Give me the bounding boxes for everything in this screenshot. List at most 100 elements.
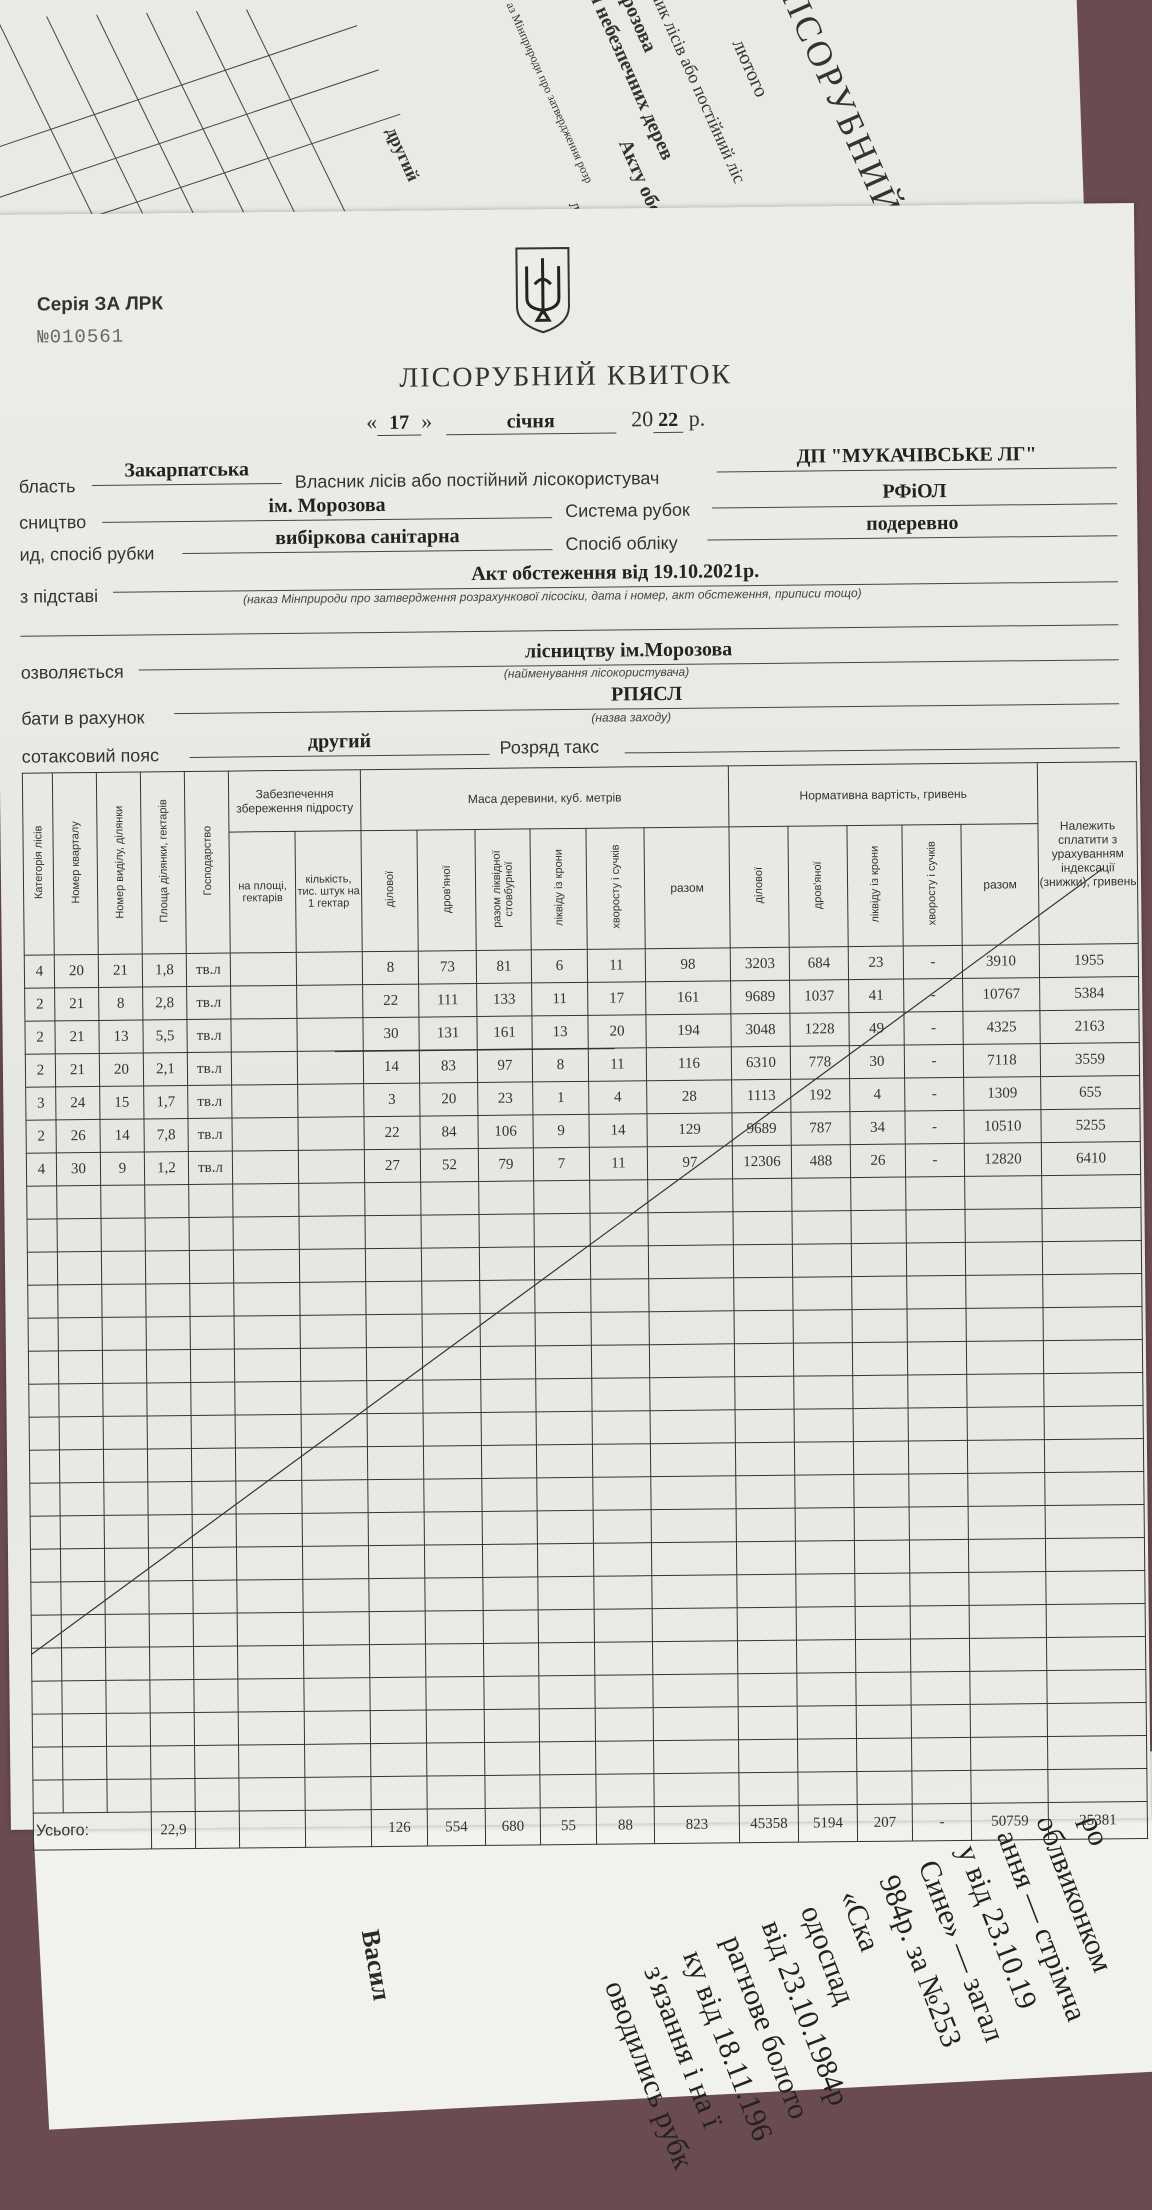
table-cell: 5384: [1039, 976, 1139, 1011]
header-undergrowth-count: кількість, тис. штук на 1 гектар: [294, 830, 363, 953]
table-cell: тв.л: [187, 1118, 233, 1152]
header-value: Нормативна вартість, гривень: [728, 762, 1039, 827]
table-cell: [230, 952, 297, 987]
table-cell: 6410: [1041, 1141, 1141, 1176]
header-undergrowth: Забезпечення збереження підросту: [228, 769, 361, 833]
table-cell: тв.л: [188, 1151, 233, 1185]
blank-line: [20, 598, 1119, 637]
table-cell: 3910: [962, 944, 1040, 979]
table-cell: 116: [646, 1046, 732, 1081]
account-value: РПЯСЛ: [173, 677, 1120, 715]
table-cell: [296, 951, 363, 986]
table-cell: 1113: [731, 1079, 791, 1113]
table-cell: 2,1: [143, 1052, 188, 1086]
table-cell: 12820: [964, 1142, 1042, 1177]
table-cell: [297, 1116, 365, 1151]
table-cell: 161: [476, 1015, 533, 1050]
table-cell: [298, 1149, 365, 1184]
table-cell: 9: [532, 1114, 590, 1148]
table-cell: 15: [99, 1085, 144, 1120]
table-cell: -: [903, 978, 963, 1013]
table-cell: 23: [848, 946, 904, 980]
table-cell: 111: [418, 983, 477, 1018]
header-value-fuel: дров'яної: [811, 860, 825, 909]
table-cell: -: [904, 1044, 964, 1079]
table-cell: 20: [587, 1014, 647, 1049]
tax-label: Розряд такс: [499, 736, 600, 758]
table-cell: 22: [362, 984, 419, 1018]
table-cell: 26: [55, 1119, 101, 1153]
header-mass-crown: ліквіду із крони: [552, 849, 565, 927]
table-cell: 194: [645, 1013, 732, 1048]
table-cell: 161: [645, 980, 731, 1015]
table-cell: 52: [420, 1148, 479, 1183]
table-cell: 28: [646, 1079, 732, 1114]
total-cell: 207: [857, 1803, 913, 1842]
total-cell: 823: [654, 1805, 740, 1844]
table-cell: 1955: [1039, 943, 1139, 978]
table-cell: 22: [363, 1116, 421, 1150]
total-cell: 5194: [798, 1804, 858, 1843]
table-cell: 488: [791, 1144, 851, 1179]
table-cell: 3: [363, 1083, 420, 1117]
total-cell: 45358: [739, 1805, 799, 1843]
table-cell: тв.л: [187, 1052, 232, 1086]
totals-label: Усього:: [33, 1811, 152, 1851]
header-plot: Номер виділу, ділянки: [112, 805, 126, 919]
zone-value: другий: [189, 727, 490, 758]
total-cell: 680: [485, 1807, 541, 1846]
table-cell: [296, 1017, 364, 1052]
table-cell: -: [904, 1110, 965, 1145]
table-cell: 14: [99, 1118, 145, 1153]
total-cell: 88: [596, 1806, 655, 1845]
felling-table: Категорія лісів Номер кварталу Номер вид…: [22, 761, 1148, 1851]
table-cell: 98: [645, 947, 731, 982]
table-cell: 1037: [789, 979, 849, 1014]
table-cell: -: [903, 1011, 964, 1046]
table-cell: [297, 1050, 364, 1085]
date-day: 17: [377, 411, 422, 436]
table-cell: 20: [54, 954, 99, 988]
zone-label: сотаксовий пояс: [21, 745, 160, 767]
background-ticket-previous: ЛІСОРУБНИЙ КВ 10 лютого ласник лісів або…: [0, 0, 1086, 290]
table-cell: 787: [790, 1111, 851, 1146]
owner-label: Власник лісів або постійний лісокористув…: [294, 468, 660, 492]
total-cell: -: [912, 1803, 972, 1841]
header-category: Категорія лісів: [31, 825, 45, 900]
table-cell: 30: [362, 1017, 420, 1051]
table-cell: тв.л: [187, 1085, 232, 1119]
table-cell: 23: [477, 1081, 533, 1116]
table-cell: 5255: [1041, 1108, 1141, 1143]
background-month: лютого: [727, 36, 773, 101]
table-cell: 2163: [1039, 1009, 1140, 1044]
total-cell: [239, 1810, 306, 1849]
tax-value: [624, 721, 1120, 754]
table-cell: 4325: [962, 1010, 1041, 1045]
header-mass-fuel: дров'яної: [440, 864, 453, 913]
table-cell: 9: [100, 1151, 145, 1186]
table-cell: 49: [848, 1012, 905, 1046]
table-cell: 4: [849, 1078, 905, 1112]
system-value: РФіОЛ: [711, 477, 1118, 509]
table-cell: [296, 984, 363, 1019]
table-cell: 9689: [730, 980, 790, 1014]
method-label: ид, спосіб рубки: [19, 543, 155, 565]
table-cell: 14: [363, 1050, 420, 1084]
table-cell: 97: [647, 1145, 733, 1180]
table-cell: -: [905, 1143, 965, 1178]
background-table-grid: [0, 9, 401, 285]
system-label: Система рубок: [565, 499, 690, 522]
table-cell: 21: [54, 1020, 100, 1054]
date-month: січня: [445, 409, 616, 436]
table-cell: 1309: [963, 1076, 1042, 1111]
table-cell: тв.л: [186, 1019, 232, 1053]
table-cell: [297, 1083, 364, 1118]
table-cell: [230, 1018, 298, 1053]
table-cell: [230, 985, 297, 1020]
header-area: Площа ділянки, гектарів: [156, 799, 170, 924]
table-cell: 79: [478, 1147, 534, 1182]
table-cell: [232, 1150, 299, 1185]
table-cell: 1228: [789, 1012, 850, 1047]
table-cell: 11: [587, 948, 646, 983]
table-cell: 11: [589, 1146, 648, 1181]
